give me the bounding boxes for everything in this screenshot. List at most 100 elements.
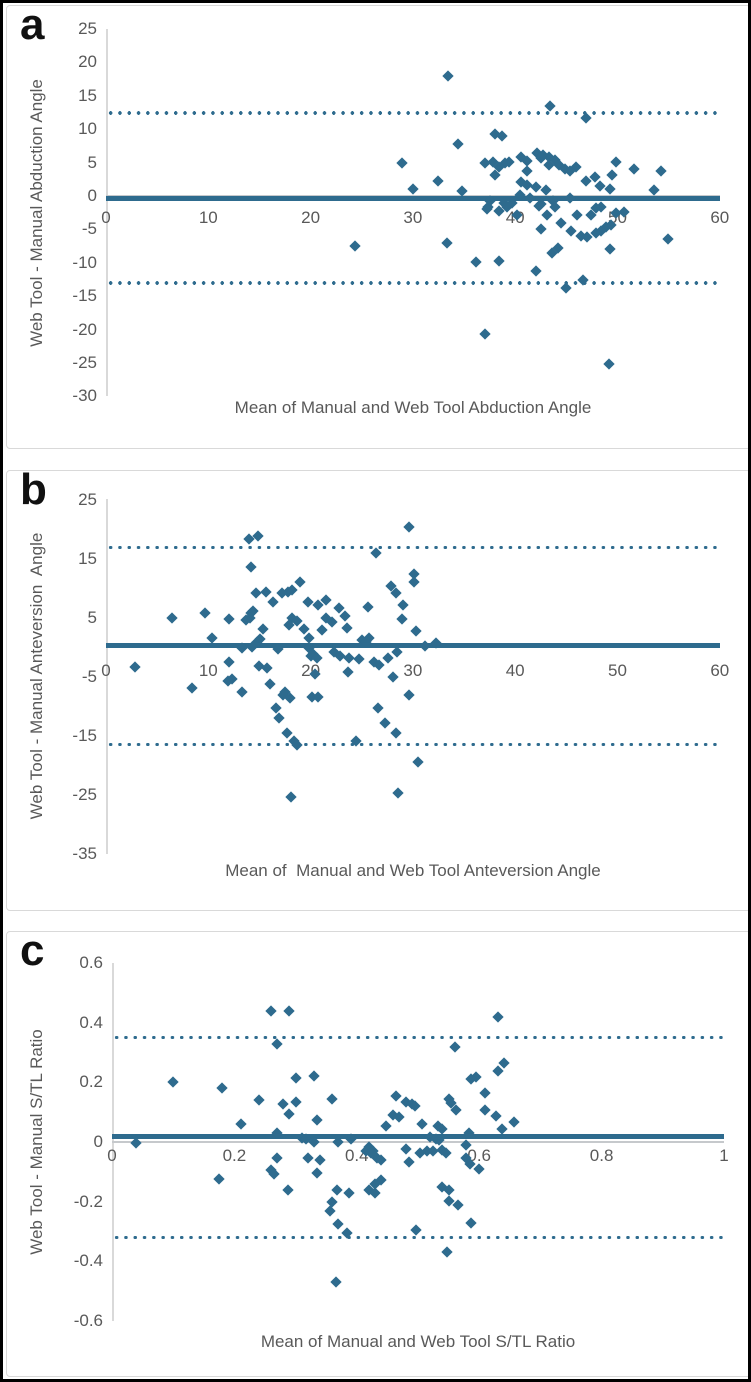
- data-point: [213, 1173, 225, 1185]
- data-point: [491, 1011, 504, 1023]
- y-tick-label: -0.4: [73, 1251, 103, 1271]
- mean-line: [112, 1133, 724, 1139]
- y-tick-label: 25: [78, 19, 97, 38]
- data-point: [285, 791, 297, 804]
- data-point: [442, 70, 454, 82]
- data-point: [324, 1205, 336, 1218]
- upper-loa-line: [112, 1035, 724, 1040]
- data-point: [390, 1089, 402, 1102]
- data-point: [267, 595, 279, 608]
- data-point: [655, 164, 668, 177]
- data-point: [432, 174, 445, 187]
- data-point: [396, 598, 409, 611]
- data-point: [353, 653, 365, 665]
- data-point: [604, 183, 616, 195]
- data-point: [555, 217, 567, 229]
- panel-c-x-axis-title: Mean of Manual and Web Tool S/TL Ratio: [260, 1332, 576, 1351]
- data-point: [166, 611, 179, 624]
- x-tick-label: 10: [198, 208, 218, 227]
- y-tick-label: -25: [72, 353, 97, 372]
- data-point: [603, 357, 615, 370]
- data-point: [362, 601, 374, 614]
- data-point: [301, 596, 314, 608]
- data-point: [245, 561, 257, 573]
- y-tick-label: 0.2: [79, 1072, 103, 1092]
- data-point: [521, 164, 534, 177]
- data-point: [343, 1186, 355, 1199]
- data-point: [493, 255, 505, 267]
- data-point: [253, 1094, 265, 1106]
- lower-loa-line: [112, 1235, 724, 1240]
- data-point: [271, 1037, 283, 1050]
- lower-loa-line: [106, 742, 720, 747]
- data-point: [610, 156, 623, 168]
- data-point: [490, 1110, 502, 1122]
- data-point: [470, 256, 482, 268]
- upper-loa-line: [106, 545, 720, 550]
- y-tick-label: -20: [72, 319, 97, 339]
- data-point: [216, 1082, 228, 1095]
- data-point: [252, 530, 265, 542]
- data-point: [348, 240, 361, 252]
- data-point: [234, 1118, 247, 1130]
- mean-line: [106, 642, 720, 648]
- data-point: [403, 521, 415, 533]
- y-tick-label: 0: [87, 186, 97, 205]
- y-tick-label: 25: [78, 489, 97, 509]
- data-point: [648, 184, 660, 196]
- y-tick-label: -5: [81, 219, 97, 239]
- data-point: [259, 585, 272, 598]
- data-point: [339, 610, 352, 622]
- data-point: [294, 575, 307, 588]
- x-tick-label: 0.2: [222, 1146, 247, 1165]
- data-point: [395, 613, 408, 625]
- data-point: [400, 1143, 412, 1155]
- panel-a-y-axis-title: Web Tool - Manual Abduction Angle: [27, 79, 46, 347]
- data-point: [604, 243, 616, 255]
- data-point: [449, 1040, 461, 1053]
- y-tick-label: 10: [78, 119, 97, 139]
- data-point: [326, 616, 338, 628]
- panel-a-letter: a: [20, 0, 45, 49]
- data-point: [330, 1276, 342, 1288]
- data-point: [270, 702, 282, 714]
- data-point: [308, 1070, 320, 1083]
- y-tick-label: -30: [72, 386, 97, 406]
- zero-line: [112, 1141, 724, 1143]
- data-point: [440, 237, 453, 250]
- data-point: [316, 624, 328, 636]
- y-axis-line: [106, 29, 108, 396]
- panel-b-letter: b: [20, 465, 47, 514]
- data-point: [250, 587, 263, 599]
- y-tick-label: -5: [81, 666, 97, 686]
- x-tick-label: 60: [710, 661, 730, 680]
- y-tick-label: -0.6: [73, 1310, 103, 1330]
- y-tick-label: 20: [78, 52, 97, 72]
- x-tick-label: 40: [505, 661, 525, 680]
- data-point: [326, 1093, 338, 1105]
- data-point: [223, 613, 235, 625]
- y-tick-label: 0: [93, 1132, 103, 1151]
- data-point: [372, 702, 384, 715]
- data-point: [289, 1072, 302, 1084]
- data-point: [478, 328, 491, 340]
- data-point: [403, 1156, 415, 1168]
- data-point: [452, 138, 464, 150]
- data-point: [491, 1065, 504, 1078]
- panel-b-y-axis-title: Web Tool - Manual Anteversion Angle: [27, 532, 46, 820]
- x-tick-label: 0: [101, 208, 111, 227]
- data-point: [330, 1184, 343, 1196]
- data-point: [570, 209, 583, 222]
- data-point: [390, 646, 403, 658]
- data-point: [380, 1119, 392, 1132]
- y-tick-label: -10: [72, 252, 97, 272]
- x-tick-label: 0: [107, 1146, 117, 1165]
- y-tick-label: -0.2: [73, 1191, 103, 1211]
- panel-a-x-axis-title: Mean of Manual and Web Tool Abduction An…: [234, 398, 592, 417]
- lower-loa-line: [106, 281, 720, 285]
- data-point: [332, 1218, 344, 1230]
- data-point: [379, 717, 391, 729]
- data-point: [167, 1076, 179, 1089]
- panel-b: b Web Tool - Manual Anteversion Angle Me…: [6, 465, 748, 911]
- data-point: [606, 169, 619, 181]
